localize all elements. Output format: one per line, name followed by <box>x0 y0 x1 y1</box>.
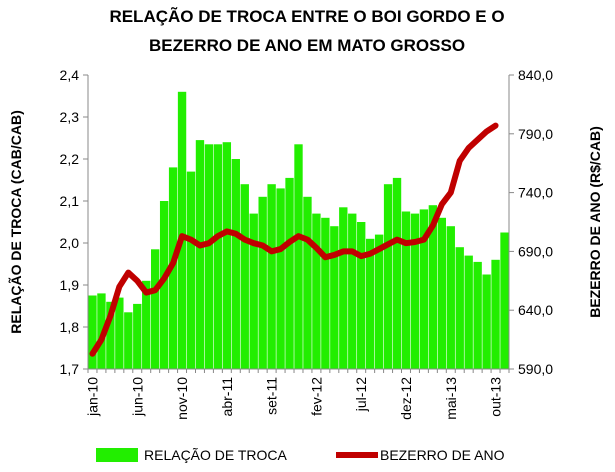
bar <box>321 217 330 369</box>
left-tick-label: 2,1 <box>60 193 80 209</box>
bar <box>240 184 249 369</box>
legend-label-relacao-de-troca: RELAÇÃO DE TROCA <box>144 447 288 463</box>
bar <box>133 303 142 369</box>
chart-title: RELAÇÃO DE TROCA ENTRE O BOI GORDO E O B… <box>109 6 504 55</box>
right-tick-label: 790,0 <box>518 126 553 142</box>
right-tick-label: 590,0 <box>518 361 553 377</box>
chart-title-line-2: BEZERRO DE ANO EM MATO GROSSO <box>149 36 465 55</box>
bar <box>151 249 160 369</box>
bar <box>500 232 509 369</box>
left-tick-label: 2,4 <box>60 67 80 83</box>
right-tick-label: 840,0 <box>518 67 553 83</box>
legend: RELAÇÃO DE TROCA BEZERRO DE ANO <box>96 447 505 463</box>
bar <box>365 238 375 369</box>
left-tick-label: 2,0 <box>60 235 80 251</box>
bar <box>115 297 124 369</box>
bar <box>312 213 321 369</box>
bar <box>392 177 402 369</box>
bar <box>303 196 312 369</box>
left-axis-title: RELAÇÃO DE TROCA (CAB/CAB) <box>7 110 24 333</box>
bar <box>249 213 258 369</box>
left-tick-label: 1,7 <box>60 361 80 377</box>
bar <box>213 144 223 369</box>
bar <box>106 301 115 369</box>
left-tick-label: 1,8 <box>60 319 80 335</box>
left-tick-label: 2,2 <box>60 151 80 167</box>
x-tick-label: dez-12 <box>398 377 414 420</box>
left-tick-label: 2,3 <box>60 109 80 125</box>
bar <box>401 211 411 369</box>
x-tick-label: jun-10 <box>129 377 145 417</box>
bar <box>222 142 232 369</box>
bar <box>204 144 214 369</box>
bar <box>276 188 285 369</box>
x-tick-label: set-11 <box>264 377 280 415</box>
line-series-bezerro-de-ano <box>89 122 499 357</box>
bar <box>124 312 133 369</box>
x-tick-label: jan-10 <box>84 377 100 417</box>
bar <box>330 226 339 369</box>
bar <box>455 247 464 369</box>
bar <box>357 222 366 369</box>
right-axis-title: BEZERRO DE ANO (R$/CAB) <box>587 126 603 318</box>
bar <box>231 159 240 369</box>
bar <box>383 184 393 369</box>
right-tick-label: 690,0 <box>518 243 553 259</box>
bar <box>473 261 482 369</box>
x-axis-ticks: jan-10 jun-10 nov-10 abr-11 set-11 fev-12 jul-… <box>84 369 510 420</box>
bar <box>88 295 97 369</box>
x-tick-label: abr-11 <box>219 377 235 417</box>
chart-title-line-1: RELAÇÃO DE TROCA ENTRE O BOI GORDO E O <box>109 6 504 26</box>
bar <box>142 280 151 369</box>
bar <box>437 217 446 369</box>
axes <box>87 75 510 370</box>
bar <box>285 177 294 369</box>
x-tick-label: fev-12 <box>308 377 324 416</box>
legend-label-bezerro-de-ano: BEZERRO DE ANO <box>380 447 505 463</box>
bar <box>428 205 438 369</box>
bar <box>186 171 196 369</box>
bar <box>159 201 169 369</box>
right-tick-label: 740,0 <box>518 185 553 201</box>
bar <box>348 213 357 369</box>
bar <box>419 209 429 369</box>
left-tick-label: 1,9 <box>60 277 80 293</box>
bar <box>177 91 187 370</box>
right-tick-label: 640,0 <box>518 302 553 318</box>
bar <box>374 234 384 369</box>
x-tick-label: mai-13 <box>443 377 459 420</box>
bar <box>258 196 267 369</box>
x-tick-label: out-13 <box>488 377 504 417</box>
bar <box>464 255 473 369</box>
legend-swatch-relacao-de-troca <box>96 448 138 462</box>
bar <box>482 274 491 369</box>
line-path <box>89 122 499 357</box>
bar <box>446 226 455 369</box>
left-axis-ticks: 1,7 1,8 1,9 2,0 2,1 2,2 2,3 2,4 <box>60 67 88 377</box>
bar <box>491 259 500 369</box>
bar <box>339 207 348 369</box>
bar <box>294 144 303 369</box>
bar <box>410 213 420 369</box>
right-axis-ticks: 590,0 640,0 690,0 740,0 790,0 840,0 <box>509 67 553 377</box>
bar <box>195 140 205 369</box>
bar-series-relacao-de-troca <box>88 91 509 370</box>
bar <box>267 184 276 369</box>
x-tick-label: jul-12 <box>353 377 369 412</box>
x-tick-label: nov-10 <box>174 377 190 420</box>
